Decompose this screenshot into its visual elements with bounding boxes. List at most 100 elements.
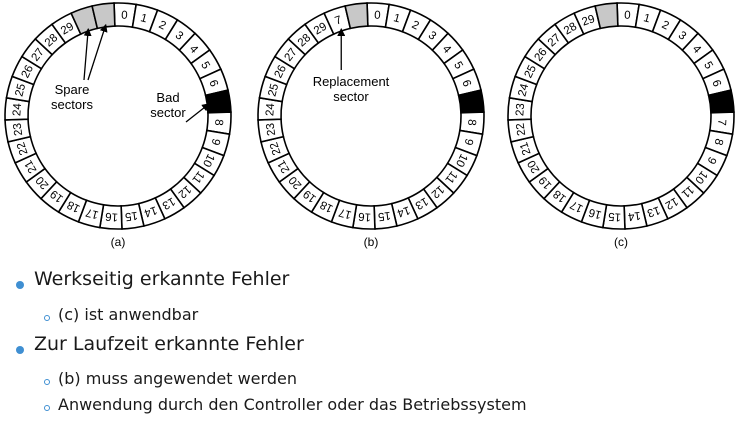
spare-sector — [594, 2, 619, 30]
sector-label: 12 — [663, 195, 680, 212]
sector-label: 17 — [84, 206, 99, 221]
sector-label: 23 — [12, 122, 26, 136]
sector-label: 24 — [264, 102, 277, 116]
sub-bullet-item-2-1: (b) muss angewendet werden — [58, 369, 297, 388]
sector-label: 13 — [646, 203, 662, 218]
sector-label: 2 — [660, 19, 671, 33]
sub-bullet-item-2-2: Anwendung durch den Controller oder das … — [58, 395, 527, 414]
annotation-text: Bad — [156, 90, 179, 105]
annotation-arrow — [83, 27, 92, 81]
sub-bullet-item-1-1: (c) ist anwendbar — [58, 305, 199, 324]
disk-sector-diagram: 0 123456891011121314151617181920212223242… — [4, 2, 735, 249]
sector-label: 29 — [312, 21, 329, 38]
sector-label: 23 — [265, 122, 279, 136]
disk-2: 0 123456891011121314151617181920212223242… — [257, 2, 485, 230]
sector-label: 29 — [580, 13, 596, 28]
annotation-text: Spare — [55, 82, 90, 97]
disk-caption: (c) — [614, 235, 628, 249]
sector-label: 0 — [374, 10, 381, 22]
sector-label: 22 — [515, 122, 529, 136]
annotation-arrow — [87, 23, 108, 81]
sector-label: 6 — [459, 79, 472, 89]
sector-label: 28 — [562, 21, 579, 38]
disk-caption: (b) — [364, 235, 379, 249]
sector-label: 21 — [276, 158, 293, 175]
sector-label: 5 — [198, 60, 212, 72]
sector-label: 13 — [413, 195, 430, 212]
sector-label: 14 — [627, 209, 642, 223]
sector-label: 16 — [587, 206, 602, 221]
sector-label: 11 — [679, 183, 696, 200]
sector-label: 8 — [212, 119, 224, 126]
sector-label: 6 — [206, 79, 219, 89]
sector-label: 18 — [65, 198, 82, 214]
sector-label: 21 — [518, 141, 533, 157]
sub-bullet-marker — [44, 405, 50, 411]
sector-label: 23 — [514, 103, 527, 117]
bullet-marker — [16, 346, 24, 354]
sector-label: 11 — [189, 169, 206, 186]
annotation-text: sectors — [51, 97, 93, 112]
sector-label: 10 — [200, 152, 216, 169]
disk-1: 0 123456891011121314151617181920212223242… — [4, 2, 232, 230]
spare-sector — [344, 2, 369, 30]
sub-bullet-marker — [44, 315, 50, 321]
sector-label: 1 — [642, 12, 651, 25]
bullet-marker — [16, 281, 24, 289]
annotation-text: Replacement — [313, 74, 390, 89]
bullet-item-2: Zur Laufzeit erkannte Fehler — [34, 333, 304, 355]
sector-label: 26 — [20, 63, 36, 80]
annotation-arrow — [185, 103, 210, 123]
sector-label: 5 — [701, 60, 715, 72]
sector-label: 15 — [608, 210, 622, 223]
sector-label: 1 — [139, 12, 148, 25]
sector-label: 16 — [105, 210, 119, 223]
sector-label: 25 — [266, 82, 281, 97]
annotation-text: sector — [150, 105, 186, 120]
sector-label: 16 — [358, 210, 372, 223]
sector-label: 24 — [516, 82, 531, 98]
sector-label: 2 — [410, 19, 421, 33]
sector-label: 11 — [442, 169, 459, 186]
sector-label: 25 — [13, 82, 28, 97]
sector-label: 0 — [624, 10, 631, 22]
sector-label: 20 — [526, 158, 543, 175]
spare-sector — [91, 2, 116, 30]
sector-label: 25 — [523, 63, 539, 80]
sector-label: 9 — [704, 155, 718, 166]
disk-3: 0 123456789101112131415161718192021222324… — [507, 2, 735, 230]
sector-label: 14 — [395, 203, 412, 219]
sector-label: 6 — [709, 79, 722, 89]
sector-label: 0 — [121, 10, 128, 22]
sector-label: 5 — [451, 60, 465, 72]
sector-label: 18 — [318, 198, 335, 214]
sector-label: 24 — [11, 102, 24, 116]
sector-label: 14 — [142, 203, 159, 219]
sector-label: 2 — [157, 19, 168, 33]
sector-label: 15 — [124, 209, 138, 223]
sector-label: 1 — [392, 12, 401, 25]
sector-label: 9 — [209, 137, 222, 146]
sector-label: 9 — [462, 137, 475, 146]
sector-label: 10 — [453, 152, 469, 169]
sector-label: 8 — [465, 119, 477, 126]
sector-label: 22 — [268, 141, 283, 157]
sector-label: 29 — [59, 21, 76, 38]
sub-bullet-marker — [44, 379, 50, 385]
sector-label: 7 — [715, 119, 727, 126]
bullet-list: Werkseitig erkannte Fehler (c) ist anwen… — [0, 262, 740, 423]
sector-label: 22 — [15, 141, 30, 157]
sector-label: 26 — [273, 63, 289, 80]
sector-label: 13 — [160, 195, 177, 212]
annotation-text: sector — [333, 89, 369, 104]
disk-caption: (a) — [111, 235, 126, 249]
sector-label: 17 — [568, 198, 585, 214]
sector-label: 21 — [23, 158, 40, 175]
sector-label: 7 — [334, 14, 344, 27]
bullet-item-1: Werkseitig erkannte Fehler — [34, 268, 290, 290]
sector-label: 8 — [712, 137, 725, 146]
